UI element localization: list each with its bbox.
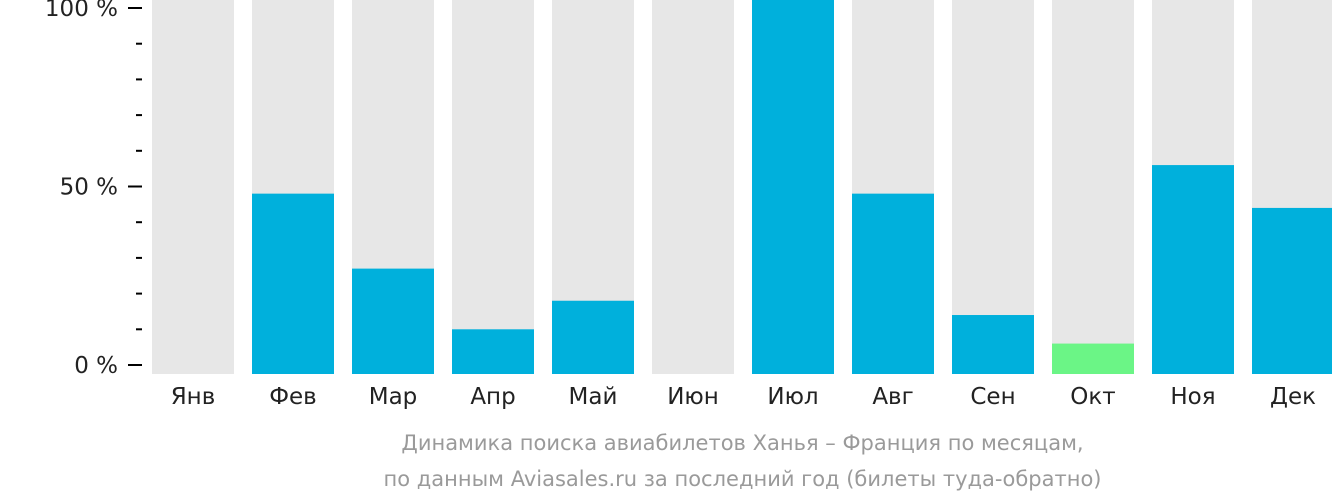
bar-7 [752, 0, 834, 374]
bar-3 [352, 268, 434, 374]
x-tick-label: Ноя [1170, 384, 1215, 410]
chart-caption-line-1: Динамика поиска авиабилетов Ханья – Фран… [401, 431, 1084, 455]
bar-background-10 [1052, 0, 1134, 374]
bar-10 [1052, 343, 1134, 374]
bar-chart: 0 % 50 % 100 % Янв Фев Мар Апр Май Июн Июл Авг Сен… [45, 0, 1332, 410]
x-tick-label: Июл [767, 384, 818, 410]
x-tick-label: Сен [970, 384, 1015, 410]
y-axis: 0 % 50 % 100 % [45, 0, 142, 379]
bar-background-1 [152, 0, 234, 374]
y-tick-label: 50 % [60, 175, 118, 201]
bar-2 [252, 193, 334, 374]
x-tick-label: Апр [470, 384, 515, 410]
x-tick-label: Янв [171, 384, 216, 410]
bar-8 [852, 193, 934, 374]
chart-caption-line-2: по данным Aviasales.ru за последний год … [383, 467, 1102, 491]
data-bars [252, 0, 1332, 374]
bar-11 [1152, 165, 1234, 374]
bar-12 [1252, 207, 1332, 374]
x-axis-labels: Янв Фев Мар Апр Май Июн Июл Авг Сен Окт Ноя Дек [171, 384, 1316, 410]
bar-background-4 [452, 0, 534, 374]
bar-5 [552, 300, 634, 374]
bar-9 [952, 315, 1034, 374]
x-tick-label: Июн [667, 384, 719, 410]
bar-4 [452, 329, 534, 374]
y-tick-label: 0 % [74, 353, 118, 379]
x-tick-label: Май [569, 384, 618, 410]
x-tick-label: Авг [872, 384, 913, 410]
bar-background-9 [952, 0, 1034, 374]
x-tick-label: Дек [1270, 384, 1316, 410]
x-tick-label: Фев [269, 384, 317, 410]
x-tick-label: Мар [369, 384, 418, 410]
x-tick-label: Окт [1070, 384, 1115, 410]
bar-background-6 [652, 0, 734, 374]
y-tick-label: 100 % [45, 0, 118, 22]
